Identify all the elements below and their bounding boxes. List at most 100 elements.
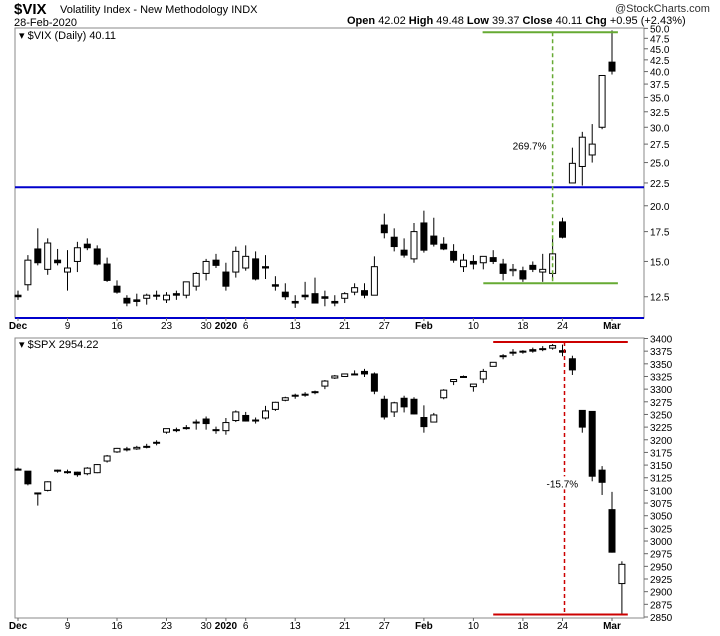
spx-candle bbox=[242, 414, 250, 422]
spx-candle bbox=[400, 397, 408, 408]
spx-candle bbox=[232, 411, 240, 422]
symbol-title: $VIX bbox=[14, 1, 47, 18]
spx-x-tick-label: 10 bbox=[468, 621, 480, 632]
spx-candle bbox=[34, 492, 42, 495]
vix-candle bbox=[281, 291, 289, 298]
spx-y-tick-label: 3300 bbox=[650, 385, 673, 396]
brand-logo: @StockCharts.com bbox=[615, 3, 710, 15]
vix-candle bbox=[222, 271, 230, 287]
chg-value: +0.95 (+2.43%) bbox=[609, 15, 686, 27]
spx-x-tick-label: 6 bbox=[243, 621, 249, 632]
spx-candle bbox=[83, 467, 91, 475]
vix-candle bbox=[440, 243, 448, 250]
vix-candle bbox=[143, 294, 151, 299]
close-value: 40.11 bbox=[555, 15, 583, 27]
spx-y-tick-label: 3400 bbox=[650, 335, 673, 346]
spx-candle bbox=[539, 348, 547, 351]
vix-candle bbox=[351, 287, 359, 293]
spx-candle bbox=[143, 445, 151, 448]
vix-y-tick-label: 45.0 bbox=[650, 45, 670, 56]
spx-candle bbox=[351, 373, 359, 376]
spx-x-tick-label: 27 bbox=[379, 621, 391, 632]
vix-candle bbox=[430, 235, 438, 245]
vix-x-tick-label: 2020 bbox=[215, 321, 238, 332]
vix-candle bbox=[519, 270, 527, 280]
vix-candle bbox=[489, 257, 497, 262]
spx-candle bbox=[370, 373, 378, 392]
spx-y-tick-label: 3375 bbox=[650, 347, 673, 358]
vix-candle bbox=[341, 293, 349, 299]
vix-x-tick-label: 13 bbox=[290, 321, 302, 332]
vix-y-tick-label: 12.5 bbox=[650, 293, 670, 304]
vix-y-tick-label: 25.0 bbox=[650, 159, 670, 170]
vix-candle bbox=[361, 290, 368, 296]
vix-y-tick-label: 50.0 bbox=[650, 24, 670, 35]
vix-candle bbox=[400, 249, 408, 256]
vix-candle bbox=[242, 255, 250, 269]
spx-candle bbox=[64, 471, 71, 474]
vix-candle bbox=[113, 285, 121, 293]
vix-y-tick-label: 22.5 bbox=[650, 179, 670, 190]
open-label: Open bbox=[347, 15, 376, 27]
spx-x-tick-label: 16 bbox=[111, 621, 123, 632]
spx-candle bbox=[202, 418, 210, 425]
spx-panel-title: ▾ $SPX 2954.22 bbox=[19, 339, 99, 351]
spx-pct-label-bg bbox=[544, 476, 581, 490]
vix-candle bbox=[568, 162, 576, 184]
low-label: Low bbox=[466, 15, 489, 27]
vix-candle bbox=[163, 294, 170, 301]
spx-candle bbox=[430, 414, 438, 423]
spx-y-tick-label: 2875 bbox=[650, 600, 673, 611]
spx-candle bbox=[321, 380, 329, 387]
spx-candle bbox=[73, 471, 81, 476]
vix-candle bbox=[410, 231, 418, 260]
vix-candle bbox=[202, 260, 210, 274]
spx-y-tick-label: 2950 bbox=[650, 562, 673, 573]
spx-candle bbox=[192, 421, 200, 424]
spx-x-tick-label: 23 bbox=[161, 621, 173, 632]
spx-candle bbox=[380, 398, 388, 418]
spx-y-tick-label: 2850 bbox=[650, 613, 673, 624]
spx-x-tick-label: Feb bbox=[415, 621, 433, 632]
vix-candle bbox=[64, 267, 71, 273]
vix-x-tick-label: 21 bbox=[339, 321, 351, 332]
spx-candle bbox=[103, 455, 111, 462]
vix-candle bbox=[212, 259, 220, 266]
vix-candle bbox=[54, 259, 62, 264]
vix-candle bbox=[123, 297, 131, 304]
vix-x-tick-label: 27 bbox=[379, 321, 391, 332]
spx-y-tick-label: 3275 bbox=[650, 398, 673, 409]
chg-label: Chg bbox=[585, 15, 607, 27]
vix-y-tick-label: 37.5 bbox=[650, 80, 670, 91]
vix-y-tick-label: 42.5 bbox=[650, 56, 670, 67]
vix-candle bbox=[578, 136, 586, 167]
spx-candle bbox=[469, 383, 477, 388]
chart-date: 28-Feb-2020 bbox=[14, 17, 77, 29]
spx-y-tick-label: 3125 bbox=[650, 474, 673, 485]
vix-y-tick-label: 40.0 bbox=[650, 68, 670, 79]
symbol-description: Volatility Index - New Methodology INDX bbox=[60, 4, 258, 16]
vix-candle bbox=[262, 266, 269, 269]
spx-candle bbox=[172, 429, 180, 432]
spx-candle bbox=[153, 441, 161, 444]
spx-y-tick-label: 2925 bbox=[650, 575, 673, 586]
low-value: 39.37 bbox=[491, 15, 520, 27]
vix-candle bbox=[450, 250, 458, 261]
spx-x-tick-label: Mar bbox=[603, 621, 621, 632]
vix-candle bbox=[608, 61, 616, 72]
spx-candle bbox=[222, 422, 230, 432]
spx-candle bbox=[291, 394, 299, 397]
spx-candle bbox=[281, 397, 289, 401]
close-label: Close bbox=[522, 15, 553, 27]
spx-candle bbox=[440, 389, 448, 399]
vix-pct-label: 269.7% bbox=[513, 142, 547, 153]
vix-candle bbox=[469, 260, 477, 265]
vix-candle bbox=[232, 250, 240, 273]
spx-candle bbox=[410, 398, 418, 415]
spx-y-tick-label: 3325 bbox=[650, 372, 673, 383]
spx-y-tick-label: 3150 bbox=[650, 461, 673, 472]
spx-y-tick-label: 3175 bbox=[650, 448, 673, 459]
vix-candle bbox=[93, 248, 101, 265]
spx-candle bbox=[123, 448, 131, 451]
